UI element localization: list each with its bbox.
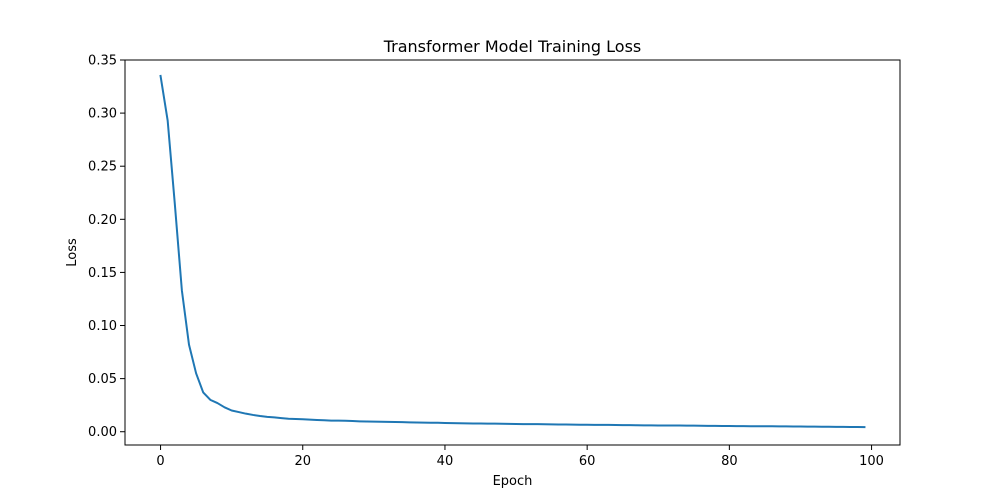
y-tick-label: 0.30 xyxy=(88,107,117,122)
y-axis: 0.00 0.05 0.10 0.15 0.20 0.25 0.30 0.35 xyxy=(88,54,125,440)
y-tick-label: 0.10 xyxy=(88,319,117,334)
y-axis-label: Loss xyxy=(65,238,80,267)
x-tick-label: 20 xyxy=(294,454,311,469)
y-tick-label: 0.20 xyxy=(88,213,117,228)
loss-series-line xyxy=(159,74,866,429)
x-axis: 0 20 40 60 80 100 xyxy=(156,445,884,469)
y-tick-label: 0.00 xyxy=(88,425,117,440)
x-axis-label: Epoch xyxy=(493,474,533,489)
x-tick-label: 40 xyxy=(437,454,454,469)
x-tick-label: 80 xyxy=(721,454,738,469)
y-tick-label: 0.05 xyxy=(88,372,117,387)
plot-frame xyxy=(124,59,901,446)
x-tick-label: 60 xyxy=(579,454,596,469)
x-tick-label: 100 xyxy=(859,454,884,469)
y-tick-label: 0.25 xyxy=(88,160,117,175)
y-tick-label: 0.15 xyxy=(88,266,117,281)
x-tick-label: 0 xyxy=(156,454,164,469)
y-tick-label: 0.35 xyxy=(88,54,117,69)
chart-title: Transformer Model Training Loss xyxy=(383,37,642,56)
plot-area xyxy=(159,74,866,429)
